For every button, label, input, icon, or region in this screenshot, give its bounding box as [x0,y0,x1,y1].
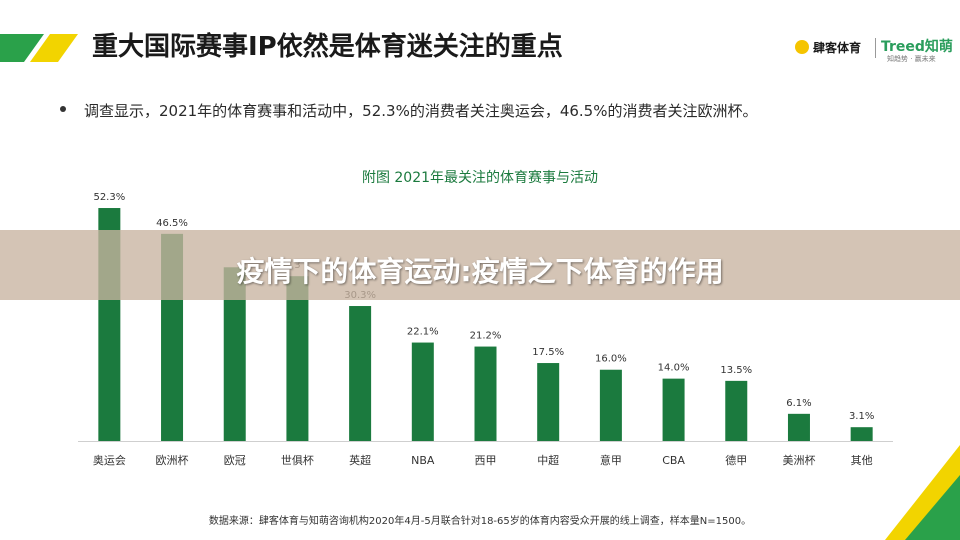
bar-9 [662,378,685,441]
data-label-1: 46.5% [156,218,188,229]
corner-stripe-decoration [885,445,960,540]
category-label-7: 中超 [537,453,559,467]
category-label-12: 其他 [851,454,873,467]
bar-2 [223,267,246,441]
category-label-4: 英超 [349,453,371,467]
bullet-point-icon [60,106,66,112]
header-stripe-decoration [0,34,78,62]
logo-left-text: 肆客体育 [813,41,862,55]
football-icon [795,40,809,54]
logo-right-text: Treed知萌 [881,39,953,55]
bar-10 [725,380,748,441]
data-label-7: 17.5% [532,347,564,358]
data-label-12: 3.1% [849,411,874,422]
overlay-banner [0,230,960,300]
logo-right-subtext: 知趋势 · 赢未来 [887,55,936,63]
data-label-9: 14.0% [658,363,690,374]
data-label-0: 52.3% [93,192,125,203]
bar-3 [286,276,309,441]
category-label-1: 欧洲杯 [156,453,189,467]
category-label-3: 世俱杯 [281,453,314,467]
summary-bullet: 调查显示，2021年的体育赛事和活动中，52.3%的消费者关注奥运会，46.5%… [84,102,758,120]
category-label-0: 奥运会 [93,453,126,467]
category-label-5: NBA [411,454,435,467]
bar-6 [474,346,497,441]
bar-8 [599,369,622,441]
category-label-2: 欧冠 [224,454,246,467]
data-label-11: 6.1% [786,398,811,409]
category-label-8: 意甲 [600,453,622,467]
category-label-6: 西甲 [475,454,497,467]
data-source-note: 数据来源：肆客体育与知萌咨询机构2020年4月-5月联合针对18-65岁的体育内… [208,516,752,527]
bar-12 [850,427,873,441]
category-label-9: CBA [662,454,685,467]
data-label-6: 21.2% [470,331,502,342]
bar-5 [411,342,434,441]
category-label-10: 德甲 [725,453,747,467]
brand-logos: 肆客体育 Treed知萌 知趋势 · 赢未来 [795,36,953,63]
overlay-title: 疫情下的体育运动:疫情之下体育的作用 [236,255,724,288]
bar-4 [349,306,372,441]
bar-7 [537,363,560,441]
data-label-10: 13.5% [720,365,752,376]
page-title: 重大国际赛事IP依然是体育迷关注的重点 [92,32,563,62]
category-label-11: 美洲杯 [782,453,815,467]
data-label-8: 16.0% [595,354,627,365]
chart-title: 附图 2021年最关注的体育赛事与活动 [361,170,599,186]
logo-divider [875,38,876,58]
data-label-5: 22.1% [407,327,439,338]
bar-11 [787,413,810,441]
